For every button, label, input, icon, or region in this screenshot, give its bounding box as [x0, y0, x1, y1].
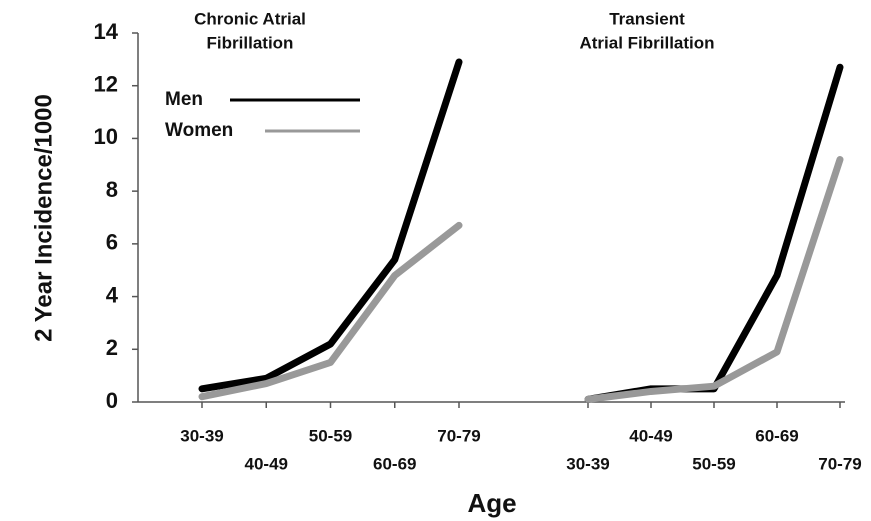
y-axis-label: 2 Year Incidence/1000	[30, 94, 57, 342]
y-tick-label: 0	[106, 388, 118, 413]
series-line	[584, 63, 844, 403]
x-tick-label: 60-69	[373, 454, 416, 473]
y-tick-label: 14	[94, 19, 119, 44]
x-tick-label: 70-79	[818, 454, 861, 473]
x-tick-label: 30-39	[180, 426, 223, 445]
panel-title: Atrial Fibrillation	[579, 33, 714, 52]
x-tick-label: 40-49	[629, 426, 672, 445]
y-tick-label: 12	[94, 72, 118, 97]
x-axis-label: Age	[467, 488, 516, 518]
x-tick-label: 60-69	[755, 426, 798, 445]
series-line	[198, 58, 463, 393]
x-tick-label: 50-59	[309, 426, 352, 445]
x-tick-label: 70-79	[437, 426, 480, 445]
y-tick-label: 8	[106, 177, 118, 202]
series-line	[198, 221, 463, 401]
panel-title: Fibrillation	[207, 33, 294, 52]
y-tick-label: 2	[106, 335, 118, 360]
y-tick-label: 6	[106, 230, 118, 255]
legend-label: Men	[165, 89, 203, 110]
y-tick-label: 10	[94, 124, 118, 149]
x-tick-label: 30-39	[566, 454, 609, 473]
panel-title: Chronic Atrial	[194, 9, 306, 28]
x-tick-label: 40-49	[245, 454, 288, 473]
x-tick-label: 50-59	[692, 454, 735, 473]
series-line	[584, 156, 844, 403]
y-tick-label: 4	[106, 282, 119, 307]
panel-title: Transient	[609, 9, 685, 28]
legend-label: Women	[165, 120, 233, 141]
